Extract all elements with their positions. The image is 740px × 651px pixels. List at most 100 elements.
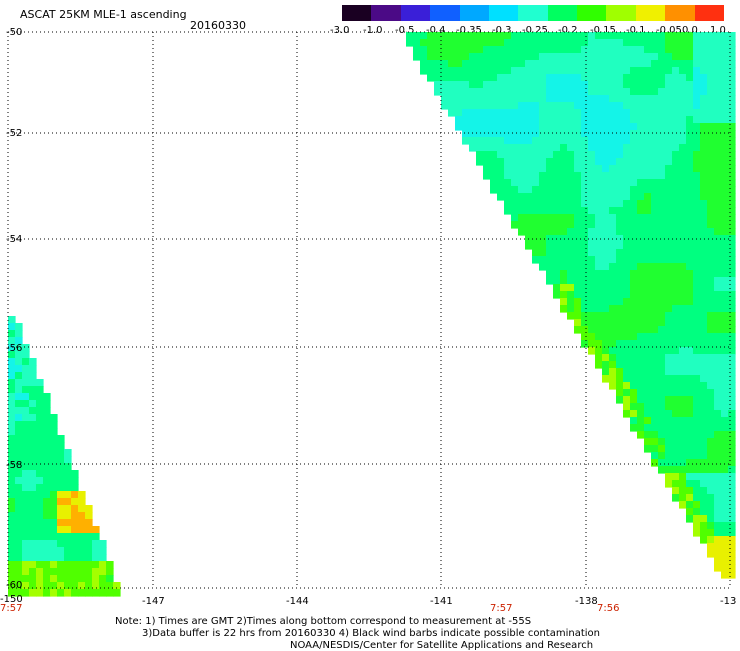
swath-cell: [22, 400, 30, 408]
swath-cell: [8, 470, 16, 478]
swath-cell: [29, 561, 37, 569]
swath-cell: [679, 445, 687, 453]
swath-cell: [15, 498, 23, 506]
swath-cell: [693, 361, 701, 369]
swath-cell: [553, 263, 561, 271]
swath-cell: [588, 158, 596, 166]
swath-cell: [707, 410, 715, 418]
swath-cell: [29, 379, 37, 387]
swath-cell: [651, 179, 659, 187]
swath-cell: [616, 375, 624, 383]
swath-cell: [497, 151, 505, 159]
swath-cell: [588, 151, 596, 159]
swath-cell: [560, 123, 568, 131]
swath-cell: [29, 463, 37, 471]
swath-cell: [546, 88, 554, 96]
swath-cell: [630, 165, 638, 173]
swath-cell: [637, 277, 645, 285]
swath-cell: [567, 312, 575, 320]
swath-cell: [623, 256, 631, 264]
swath-cell: [497, 95, 505, 103]
swath-cell: [50, 589, 58, 597]
swath-cell: [721, 221, 729, 229]
swath-cell: [455, 53, 463, 61]
swath-cell: [581, 200, 589, 208]
swath-cell: [665, 452, 673, 460]
swath-cell: [539, 130, 547, 138]
swath-cell: [525, 221, 533, 229]
swath-cell: [36, 589, 44, 597]
swath-cell: [539, 109, 547, 117]
swath-cell: [602, 109, 610, 117]
swath-cell: [50, 554, 58, 562]
swath-cell: [658, 340, 666, 348]
swath-cell: [525, 32, 533, 40]
swath-cell: [36, 582, 44, 590]
swath-cell: [36, 435, 44, 443]
swath-cell: [539, 200, 547, 208]
swath-cell: [518, 116, 526, 124]
swath-cell: [658, 256, 666, 264]
swath-cell: [679, 263, 687, 271]
swath-cell: [483, 67, 491, 75]
swath-cell: [672, 277, 680, 285]
swath-cell: [567, 263, 575, 271]
swath-cell: [504, 60, 512, 68]
swath-cell: [714, 263, 722, 271]
swath-cell: [497, 53, 505, 61]
swath-cell: [728, 375, 736, 383]
swath-cell: [686, 256, 694, 264]
swath-cell: [714, 179, 722, 187]
swath-cell: [602, 361, 610, 369]
swath-cell: [686, 459, 694, 467]
swath-cell: [679, 32, 687, 40]
swath-cell: [672, 389, 680, 397]
swath-cell: [672, 179, 680, 187]
swath-cell: [595, 46, 603, 54]
swath-cell: [553, 256, 561, 264]
swath-cell: [665, 137, 673, 145]
swath-cell: [609, 221, 617, 229]
swath-cell: [651, 53, 659, 61]
swath-cell: [728, 123, 736, 131]
swath-cell: [57, 547, 65, 555]
swath-cell: [728, 333, 736, 341]
swath-cell: [15, 582, 23, 590]
swath-cell: [36, 519, 44, 527]
swath-cell: [560, 88, 568, 96]
swath-cell: [602, 151, 610, 159]
swath-cell: [29, 421, 37, 429]
swath-cell: [609, 312, 617, 320]
swath-cell: [728, 221, 736, 229]
swath-cell: [546, 32, 554, 40]
swath-cell: [15, 449, 23, 457]
swath-cell: [36, 568, 44, 576]
swath-cell: [700, 417, 708, 425]
swath-cell: [567, 228, 575, 236]
swath-cell: [483, 130, 491, 138]
swath-cell: [616, 221, 624, 229]
swath-cell: [462, 60, 470, 68]
swath-cell: [43, 582, 51, 590]
swath-cell: [651, 74, 659, 82]
swath-cell: [469, 137, 477, 145]
swath-cell: [714, 389, 722, 397]
swath-cell: [539, 67, 547, 75]
swath-cell: [630, 263, 638, 271]
swath-cell: [707, 452, 715, 460]
swath-cell: [22, 568, 30, 576]
swath-cell: [476, 137, 484, 145]
swath-cell: [560, 60, 568, 68]
swath-cell: [651, 186, 659, 194]
swath-cell: [581, 193, 589, 201]
swath-cell: [476, 88, 484, 96]
swath-cell: [476, 158, 484, 166]
time-label: 7:57: [490, 603, 513, 614]
swath-cell: [22, 547, 30, 555]
swath-cell: [707, 445, 715, 453]
swath-cell: [525, 53, 533, 61]
swath-cell: [57, 568, 65, 576]
swath-cell: [616, 74, 624, 82]
swath-cell: [616, 46, 624, 54]
swath-cell: [651, 284, 659, 292]
